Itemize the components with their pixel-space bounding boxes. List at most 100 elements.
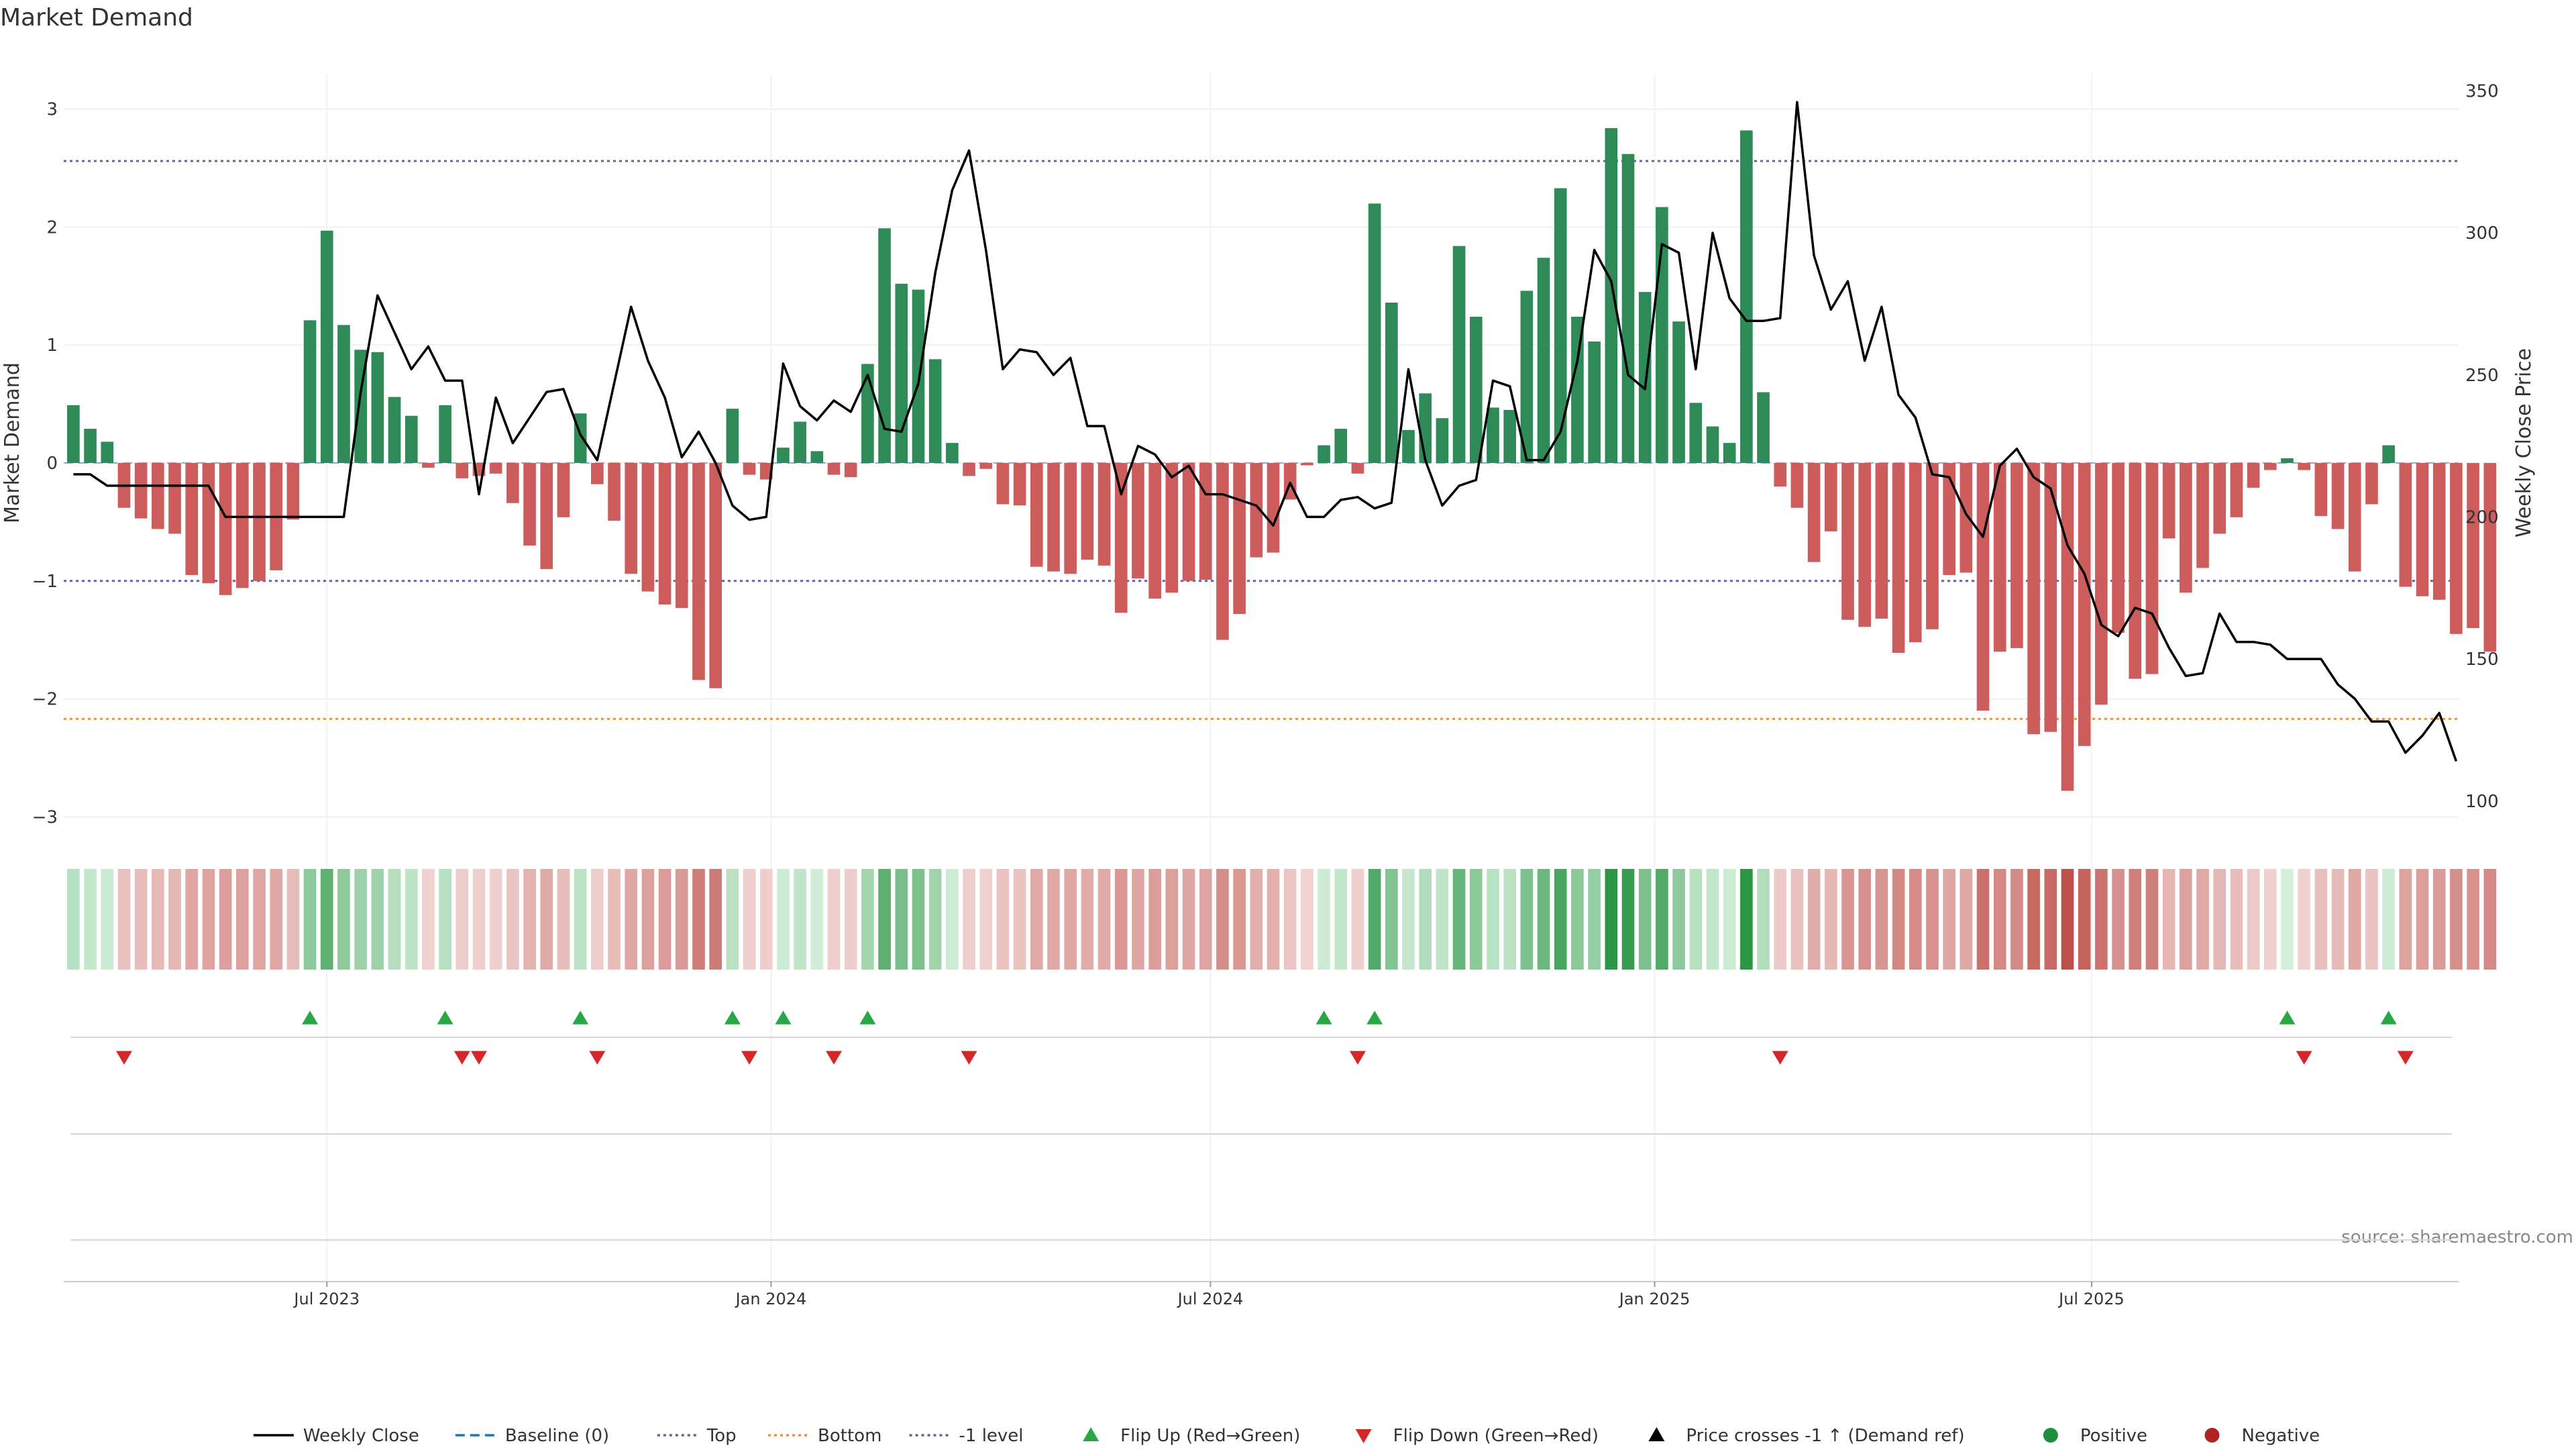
y-tick-label-right: 100 bbox=[2465, 792, 2499, 812]
heat-cell bbox=[2281, 869, 2294, 970]
demand-bar bbox=[202, 463, 215, 584]
heat-cell bbox=[1858, 869, 1872, 970]
flip-down-marker bbox=[961, 1051, 977, 1065]
heat-cell bbox=[1081, 869, 1094, 970]
demand-bar bbox=[895, 283, 908, 463]
legend-label: Flip Down (Green→Red) bbox=[1393, 1426, 1599, 1446]
heat-cell bbox=[1993, 869, 2006, 970]
legend-label: -1 level bbox=[959, 1426, 1024, 1446]
demand-bar bbox=[1689, 403, 1703, 463]
y-tick-label-right: 300 bbox=[2465, 223, 2499, 244]
demand-bar bbox=[2382, 445, 2395, 463]
demand-bar bbox=[523, 463, 536, 546]
demand-bar bbox=[743, 463, 756, 475]
demand-bar bbox=[337, 325, 350, 463]
heat-cell bbox=[2467, 869, 2479, 970]
demand-bar bbox=[1030, 463, 1043, 567]
heat-cell bbox=[1419, 869, 1432, 970]
legend-swatch bbox=[2043, 1428, 2058, 1443]
demand-bar bbox=[67, 405, 80, 463]
demand-bar bbox=[253, 463, 266, 581]
heat-cell bbox=[270, 869, 283, 970]
heat-cell bbox=[1790, 869, 1804, 970]
legend-item: Top bbox=[657, 1426, 737, 1446]
legend-swatch bbox=[2204, 1428, 2220, 1443]
flip-down-marker bbox=[2397, 1051, 2414, 1065]
heat-cell bbox=[117, 869, 131, 970]
heat-cell bbox=[777, 869, 790, 970]
heat-cell bbox=[878, 869, 891, 970]
heat-cell bbox=[1960, 869, 1973, 970]
heat-cell bbox=[506, 869, 519, 970]
legend-item: -1 level bbox=[909, 1426, 1024, 1446]
heat-cell bbox=[2247, 869, 2260, 970]
heat-cell bbox=[1554, 869, 1567, 970]
lower-panels-layer bbox=[64, 1037, 2459, 1282]
heat-cell bbox=[658, 869, 672, 970]
demand-bar bbox=[1909, 463, 1922, 643]
legend-swatch bbox=[1648, 1427, 1665, 1441]
demand-bar bbox=[1537, 258, 1550, 463]
heat-cell bbox=[675, 869, 688, 970]
y-tick-label-right: 250 bbox=[2465, 366, 2499, 386]
demand-bar bbox=[946, 443, 959, 463]
demand-bar bbox=[1976, 463, 1990, 711]
demand-bar bbox=[1064, 463, 1077, 574]
demand-bar bbox=[2432, 463, 2446, 600]
demand-bar bbox=[2027, 463, 2040, 735]
heat-cell bbox=[2129, 869, 2142, 970]
demand-bar bbox=[219, 463, 232, 595]
heat-cell bbox=[354, 869, 367, 970]
heat-cell bbox=[253, 869, 266, 970]
y-axis-label-left: Market Demand bbox=[1, 362, 24, 523]
heat-cell bbox=[371, 869, 384, 970]
heat-cell bbox=[1030, 869, 1043, 970]
demand-bar bbox=[1452, 246, 1466, 463]
heat-cell bbox=[2061, 869, 2074, 970]
heat-cell bbox=[979, 869, 993, 970]
demand-bar bbox=[1182, 463, 1195, 581]
heat-cell bbox=[1824, 869, 1837, 970]
demand-bar bbox=[1740, 130, 1753, 463]
demand-bar bbox=[1165, 463, 1179, 593]
demand-bar bbox=[979, 463, 993, 469]
demand-bar bbox=[1621, 154, 1635, 464]
heat-cell bbox=[405, 869, 418, 970]
heat-cell bbox=[2027, 869, 2040, 970]
heat-cell bbox=[540, 869, 553, 970]
demand-bar bbox=[1318, 445, 1330, 463]
legend-item: Price crosses -1 ↑ (Demand ref) bbox=[1648, 1426, 1965, 1446]
demand-bar bbox=[2263, 463, 2277, 470]
heat-cell bbox=[168, 869, 181, 970]
heat-cell bbox=[2399, 869, 2412, 970]
price-line-layer bbox=[73, 101, 2458, 762]
demand-bar bbox=[726, 409, 739, 463]
heat-cell bbox=[591, 869, 604, 970]
demand-bar bbox=[303, 320, 317, 463]
heat-cell bbox=[641, 869, 655, 970]
heat-cell bbox=[2483, 869, 2497, 970]
demand-bar bbox=[2416, 463, 2429, 597]
demand-bar bbox=[2348, 463, 2361, 572]
heat-cell bbox=[1301, 869, 1313, 970]
heat-cell bbox=[2230, 869, 2243, 970]
demand-bar bbox=[2145, 463, 2159, 674]
demand-bar bbox=[2213, 463, 2226, 534]
heat-cell bbox=[1656, 869, 1668, 970]
y-tick-label-left: −3 bbox=[32, 807, 58, 827]
demand-bar bbox=[1334, 429, 1348, 463]
demand-bar bbox=[388, 397, 401, 463]
legend-item: Weekly Close bbox=[253, 1426, 419, 1446]
legend-swatch bbox=[1355, 1429, 1372, 1443]
demand-bar bbox=[1571, 317, 1584, 463]
flip-up-marker bbox=[775, 1010, 792, 1025]
heat-cell bbox=[557, 869, 570, 970]
demand-heat-strip bbox=[67, 869, 2497, 970]
demand-bar bbox=[2061, 463, 2074, 791]
demand-bar bbox=[152, 463, 164, 529]
heat-cell bbox=[709, 869, 722, 970]
heat-cell bbox=[1503, 869, 1516, 970]
demand-bar bbox=[2483, 463, 2497, 652]
demand-bar bbox=[2078, 463, 2091, 746]
flip-up-marker bbox=[437, 1010, 453, 1025]
